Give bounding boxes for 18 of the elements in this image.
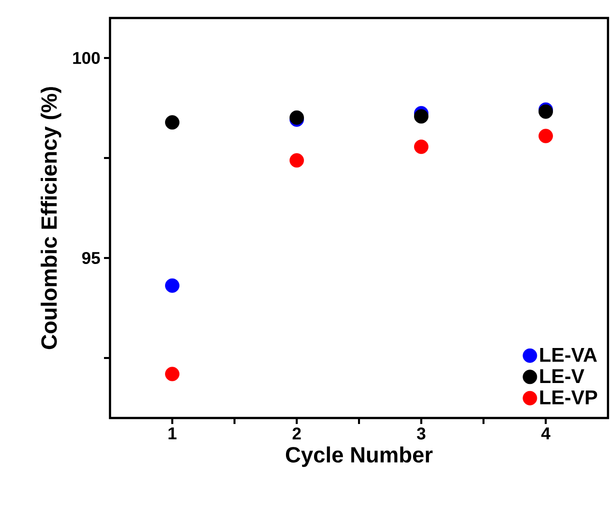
x-tick-label: 3 bbox=[416, 428, 426, 440]
y-tick-label: 95 bbox=[82, 252, 100, 264]
point bbox=[538, 128, 553, 144]
point bbox=[290, 153, 304, 168]
y-tick-label: 100 bbox=[73, 52, 100, 64]
point bbox=[414, 109, 428, 124]
y-axis-title: Coulombic Efficiency (%) bbox=[40, 87, 62, 350]
legend-label: LE-VP bbox=[540, 390, 598, 404]
point bbox=[165, 366, 180, 382]
point bbox=[414, 140, 428, 154]
point bbox=[165, 278, 180, 293]
x-tick-label: 2 bbox=[292, 428, 301, 440]
legend-label: LE-V bbox=[540, 369, 584, 384]
x-axis-title: Cycle Number bbox=[286, 446, 433, 467]
x-tick-label: 1 bbox=[168, 428, 177, 440]
legend-label: LE-VA bbox=[540, 348, 597, 362]
point bbox=[165, 115, 180, 130]
x-tick-label: 4 bbox=[541, 428, 550, 440]
